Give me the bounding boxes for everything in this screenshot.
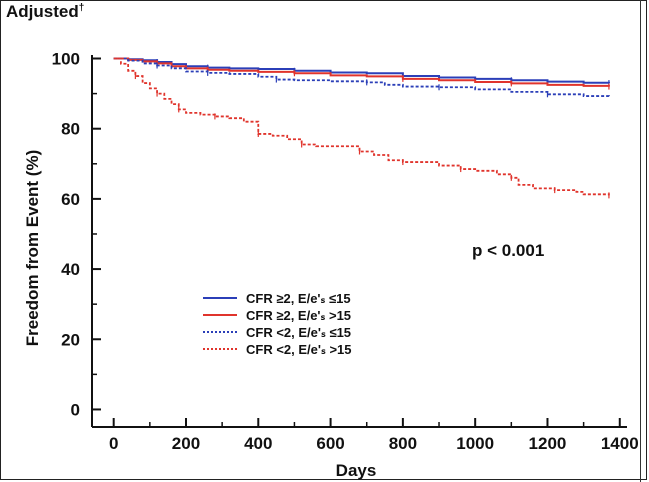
y-tick-label: 0: [71, 400, 80, 419]
p-value-annotation: p < 0.001: [472, 241, 544, 260]
y-tick-label: 20: [61, 330, 80, 349]
y-tick-label: 80: [61, 120, 80, 139]
y-tick-label: 60: [61, 190, 80, 209]
x-tick-label: 400: [244, 434, 272, 453]
x-tick-label: 600: [316, 434, 344, 453]
legend-label: CFR ≥2, E/e'ₛ ≤15: [246, 291, 351, 306]
y-tick-label: 100: [52, 50, 80, 69]
x-tick-label: 1000: [456, 434, 494, 453]
x-tick-label: 1400: [601, 434, 639, 453]
chart-series-layer: [113, 57, 610, 199]
y-axis-label: Freedom from Event (%): [23, 150, 42, 346]
page-edge-divider: [640, 0, 641, 482]
x-tick-label: 800: [389, 434, 417, 453]
x-tick-label: 1200: [529, 434, 567, 453]
x-tick-label: 0: [109, 434, 118, 453]
panel-label: Adjusted†: [6, 2, 85, 21]
y-tick-label: 40: [61, 260, 80, 279]
legend-label: CFR <2, E/e'ₛ >15: [246, 342, 352, 357]
chart-legend: CFR ≥2, E/e'ₛ ≤15 CFR ≥2, E/e'ₛ >15 CFR <2…: [203, 291, 352, 357]
legend-label: CFR <2, E/e'ₛ ≤15: [246, 325, 351, 340]
legend-label: CFR ≥2, E/e'ₛ >15: [246, 308, 351, 323]
series-line-3: [113, 57, 610, 98]
x-axis-label: Days: [336, 461, 377, 480]
x-tick-label: 200: [172, 434, 200, 453]
series-line-4: [113, 57, 610, 196]
panel-label-mark: †: [78, 2, 85, 14]
